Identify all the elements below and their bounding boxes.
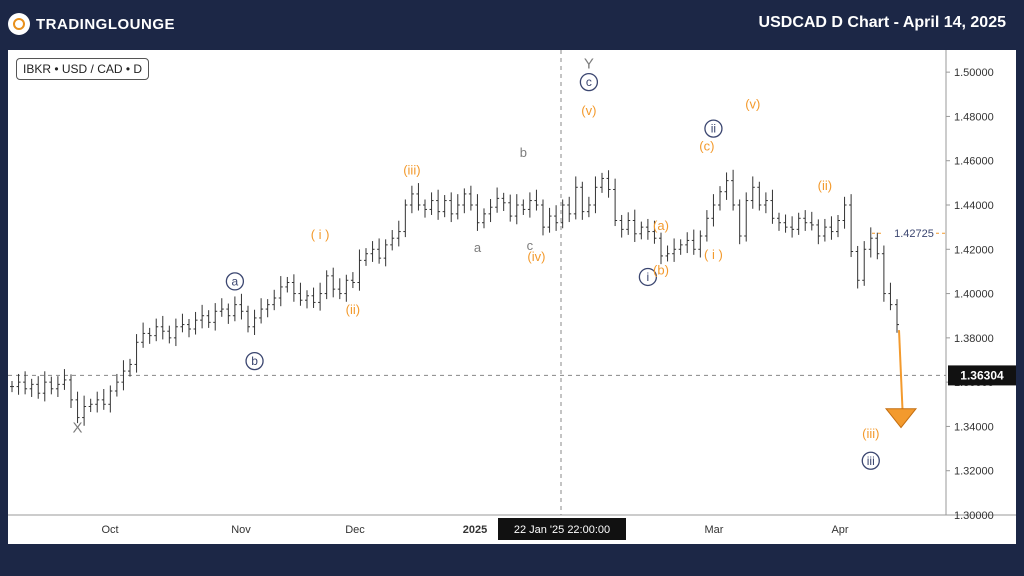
- x-tick-label: Apr: [831, 524, 848, 536]
- y-tick-label: 1.48000: [954, 111, 994, 123]
- wave-label: (ii): [818, 178, 832, 193]
- x-tick-label: Nov: [231, 524, 251, 536]
- wave-label: X: [73, 420, 83, 437]
- wave-label: (v): [745, 96, 760, 111]
- wave-label: (c): [699, 138, 714, 153]
- current-price-tag: [948, 365, 1016, 386]
- wave-label: c: [586, 75, 592, 89]
- wave-label: a: [474, 240, 482, 255]
- logo-text: TRADINGLOUNGE: [36, 15, 175, 33]
- y-tick-label: 1.50000: [954, 67, 994, 79]
- symbol-label[interactable]: IBKR • USD / CAD • D: [16, 58, 150, 80]
- chart-svg[interactable]: 1.300001.320001.340001.360001.380001.400…: [8, 50, 1016, 544]
- x-tick-label: Oct: [101, 524, 118, 536]
- x-tick-label: Dec: [345, 524, 365, 536]
- wave-label: ii: [711, 122, 716, 136]
- wave-label: a: [232, 274, 239, 288]
- wave-label: b: [520, 145, 527, 160]
- wave-label-circle: [225, 272, 245, 291]
- wave-label: i: [647, 270, 650, 284]
- wave-label: (a): [653, 218, 669, 233]
- y-tick-label: 1.42000: [954, 244, 994, 256]
- wave-label: b: [251, 354, 258, 368]
- projection-arrow-line: [898, 330, 904, 421]
- wave-label: (ii): [346, 302, 360, 317]
- wave-label-circle: [704, 119, 723, 138]
- top-bar: TRADINGLOUNGE USDCAD D Chart - April 14,…: [0, 0, 1024, 50]
- wave-label: (v): [581, 103, 596, 118]
- wave-label-circle: [861, 451, 880, 470]
- y-tick-label: 1.40000: [954, 289, 994, 301]
- y-tick-label: 1.32000: [954, 466, 994, 478]
- wave-label: Y: [584, 55, 594, 72]
- y-tick-label: 1.34000: [954, 421, 994, 433]
- logo-mark-icon: [8, 13, 30, 35]
- y-tick-label: 1.44000: [954, 200, 994, 212]
- projection-arrow-head: [884, 408, 918, 429]
- wave-label: (iii): [403, 163, 420, 178]
- chart-title: USDCAD D Chart - April 14, 2025: [758, 14, 1006, 31]
- crosshair-date-box: [498, 518, 626, 540]
- wave-label: ( i ): [704, 247, 723, 262]
- wave-label-circle: [579, 72, 599, 92]
- wave-label: (b): [653, 262, 669, 277]
- tradinglounge-logo: TRADINGLOUNGE: [8, 12, 175, 36]
- y-tick-label: 1.46000: [954, 156, 994, 168]
- x-tick-label: 2025: [463, 524, 487, 536]
- marked-level-label: 1.42725: [894, 228, 934, 240]
- chart-area[interactable]: 1.300001.320001.340001.360001.380001.400…: [8, 50, 1016, 544]
- wave-label: c: [527, 238, 534, 253]
- wave-label-circle: [245, 351, 264, 371]
- y-tick-label: 1.30000: [954, 510, 994, 522]
- current-price-label: 1.36304: [960, 368, 1004, 382]
- wave-label: (iv): [527, 249, 545, 264]
- x-tick-label: Mar: [705, 524, 724, 536]
- wave-label: ( i ): [311, 227, 330, 242]
- wave-label-circle: [638, 267, 658, 287]
- y-tick-label: 1.38000: [954, 333, 994, 345]
- wave-label: (iii): [862, 426, 879, 441]
- wave-label: iii: [867, 454, 875, 468]
- crosshair-date-label: 22 Jan '25 22:00:00: [514, 524, 610, 536]
